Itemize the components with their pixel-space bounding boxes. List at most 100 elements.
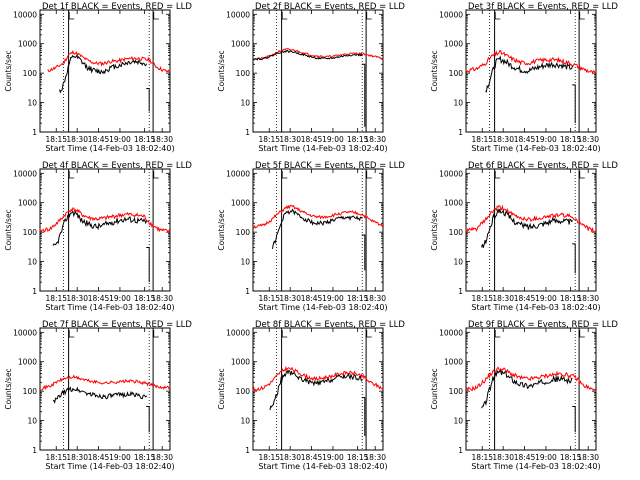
x-tick-label: 19:00 — [535, 453, 557, 462]
bracket-marker — [366, 330, 372, 338]
x-tick-label: 18:15 — [258, 453, 280, 462]
bracket-marker — [366, 171, 372, 179]
x-tick-label: 18:15 — [347, 294, 369, 303]
x-axis-label: Start Time (14-Feb-03 18:02:40) — [471, 144, 600, 153]
detector-panel-3: Det 3f BLACK = Events, RED = LLD 1 10 100 10… — [430, 2, 618, 153]
plot-frame — [252, 327, 384, 451]
events-tail-line — [361, 397, 366, 436]
panel-title: Det 6f BLACK = Events, RED = LLD — [468, 161, 618, 171]
bracket-marker — [281, 12, 288, 20]
x-axis-label: Start Time (14-Feb-03 18:02:40) — [258, 462, 387, 471]
lld-series-line — [465, 366, 597, 393]
events-tail-line — [361, 234, 366, 271]
events-series-line — [52, 210, 148, 246]
bracket-marker — [281, 330, 288, 338]
x-tick-label: 18:30 — [492, 135, 514, 144]
x-tick-label: 18:30 — [66, 294, 88, 303]
x-tick-label: 18:45 — [88, 294, 110, 303]
events-series-line — [481, 369, 573, 409]
y-tick-label: 100 — [236, 228, 251, 237]
y-tick-label: 10000 — [439, 169, 463, 178]
x-axis-label: Start Time (14-Feb-03 18:02:40) — [45, 144, 174, 153]
events-tail-line — [146, 247, 150, 283]
y-axis-label: Counts/sec — [217, 209, 226, 250]
events-series-line — [59, 54, 148, 94]
y-axis-label: Counts/sec — [430, 368, 439, 409]
y-axis: 1 10 100 1000 10000 — [13, 169, 170, 296]
x-tick-label: 19:00 — [322, 453, 344, 462]
y-tick-label: 100 — [449, 387, 464, 396]
x-tick-label: 18:15 — [347, 453, 369, 462]
x-tick-label: 18:30 — [279, 294, 301, 303]
detector-panel-1: Det 1f BLACK = Events, RED = LLD 1 10 100 10… — [4, 2, 192, 153]
detector-panel-4: Det 4f BLACK = Events, RED = LLD 1 10 100 10… — [4, 161, 192, 312]
x-tick-label: 18:15 — [347, 135, 369, 144]
events-tail-line — [572, 243, 576, 274]
panel-title: Det 5f BLACK = Events, RED = LLD — [255, 161, 405, 171]
x-tick-label: 19:00 — [109, 135, 131, 144]
plot-frame — [465, 168, 597, 292]
x-tick-label: 18:30 — [364, 135, 386, 144]
plot-frame — [39, 327, 171, 451]
events-tail-line — [361, 63, 366, 127]
y-tick-label: 100 — [23, 69, 38, 78]
x-tick-label: 18:30 — [279, 453, 301, 462]
x-tick-label: 18:45 — [514, 135, 536, 144]
y-tick-label: 10000 — [13, 328, 37, 337]
y-tick-label: 10 — [27, 99, 37, 108]
x-tick-label: 18:45 — [301, 453, 323, 462]
y-axis: 1 10 100 1000 10000 — [226, 10, 383, 137]
y-tick-label: 1 — [458, 128, 463, 137]
plot-frame — [465, 9, 597, 133]
y-tick-label: 100 — [23, 228, 38, 237]
x-tick-label: 19:00 — [322, 294, 344, 303]
y-axis: 1 10 100 1000 10000 — [439, 169, 596, 296]
x-tick-label: 18:45 — [301, 294, 323, 303]
y-tick-label: 1 — [245, 446, 250, 455]
y-axis: 1 10 100 1000 10000 — [439, 10, 596, 137]
x-tick-label: 18:45 — [88, 453, 110, 462]
y-tick-label: 10000 — [13, 10, 37, 19]
events-series-line — [52, 386, 147, 405]
y-axis-label: Counts/sec — [217, 50, 226, 91]
x-tick-label: 19:00 — [109, 453, 131, 462]
y-tick-label: 1 — [32, 287, 37, 296]
y-axis: 1 10 100 1000 10000 — [13, 10, 170, 137]
lld-series-line — [465, 50, 597, 75]
y-tick-label: 1 — [32, 128, 37, 137]
x-tick-label: 18:30 — [577, 294, 599, 303]
x-tick-label: 18:30 — [577, 135, 599, 144]
events-tail-line — [572, 406, 576, 433]
lld-series-line — [252, 365, 384, 392]
x-tick-label: 19:00 — [535, 294, 557, 303]
x-tick-label: 18:15 — [471, 294, 493, 303]
y-tick-label: 10 — [240, 99, 250, 108]
y-axis-label: Counts/sec — [430, 50, 439, 91]
detector-panel-9: Det 9f BLACK = Events, RED = LLD 1 10 100 10… — [430, 320, 618, 471]
y-tick-label: 10 — [240, 258, 250, 267]
x-tick-label: 18:30 — [66, 453, 88, 462]
y-tick-label: 100 — [236, 69, 251, 78]
bracket-marker — [494, 12, 501, 20]
bracket-marker — [68, 330, 75, 338]
bracket-marker — [579, 12, 585, 20]
x-axis-label: Start Time (14-Feb-03 18:02:40) — [471, 303, 600, 312]
x-tick-label: 18:45 — [514, 453, 536, 462]
x-tick-label: 18:30 — [492, 294, 514, 303]
x-tick-label: 18:15 — [258, 294, 280, 303]
x-tick-label: 19:00 — [535, 135, 557, 144]
y-tick-label: 10000 — [226, 328, 250, 337]
y-tick-label: 10000 — [226, 10, 250, 19]
y-tick-label: 100 — [23, 387, 38, 396]
detector-panel-8: Det 8f BLACK = Events, RED = LLD 1 10 100 10… — [217, 320, 405, 471]
lld-series-line — [253, 48, 384, 60]
bracket-marker — [366, 12, 372, 20]
lld-series-line — [47, 49, 171, 74]
bracket-marker — [494, 171, 501, 179]
